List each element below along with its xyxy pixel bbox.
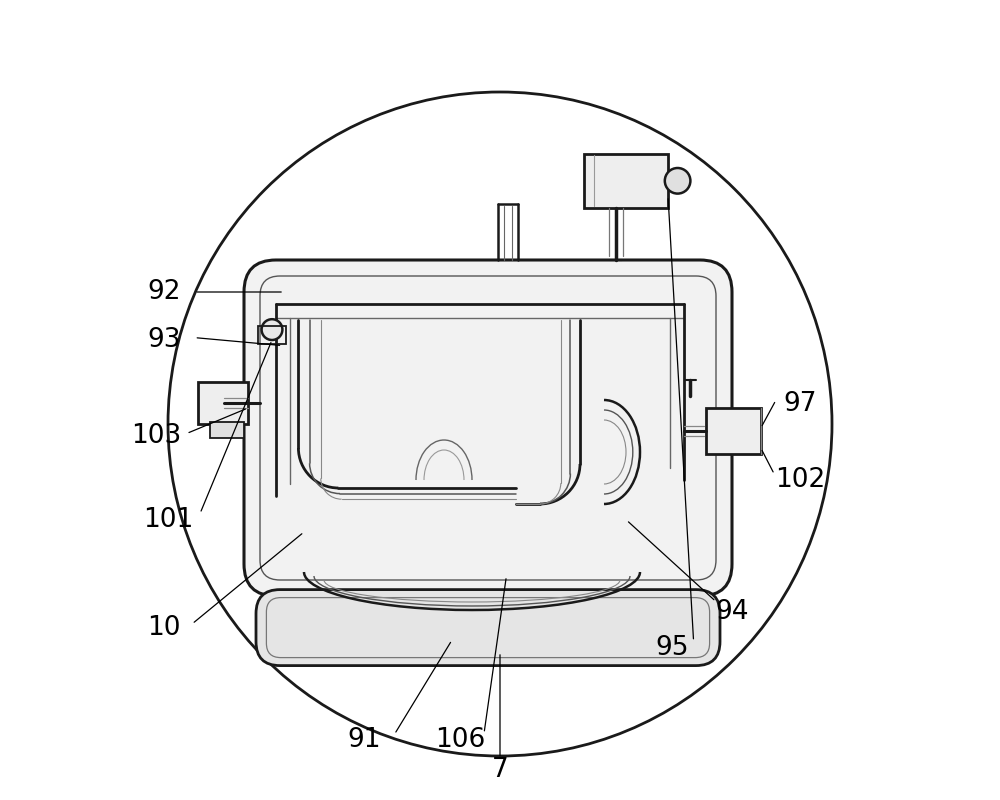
Text: 92: 92 xyxy=(147,279,181,305)
Text: 101: 101 xyxy=(143,507,193,533)
Text: 95: 95 xyxy=(655,635,689,661)
Text: 103: 103 xyxy=(131,423,181,449)
Text: 91: 91 xyxy=(347,727,381,753)
Text: 93: 93 xyxy=(147,327,181,353)
FancyBboxPatch shape xyxy=(244,260,732,596)
Bar xyxy=(584,154,668,208)
Text: 97: 97 xyxy=(783,391,817,417)
Text: 102: 102 xyxy=(775,467,825,493)
Text: 106: 106 xyxy=(435,727,485,753)
Text: 7: 7 xyxy=(492,757,508,782)
Circle shape xyxy=(168,92,832,756)
Bar xyxy=(258,326,286,344)
Bar xyxy=(706,408,761,454)
Text: 10: 10 xyxy=(147,615,181,641)
FancyBboxPatch shape xyxy=(256,590,720,666)
Text: 94: 94 xyxy=(715,599,749,625)
Bar xyxy=(210,422,244,438)
Circle shape xyxy=(665,168,690,194)
Circle shape xyxy=(262,319,282,340)
Bar xyxy=(198,382,248,424)
